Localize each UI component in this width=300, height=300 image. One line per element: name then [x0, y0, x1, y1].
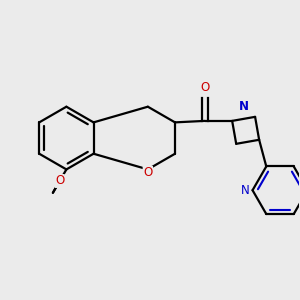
Text: O: O	[143, 167, 152, 179]
Text: N: N	[241, 184, 250, 197]
Text: O: O	[55, 175, 64, 188]
Text: N: N	[238, 100, 249, 113]
Text: O: O	[200, 81, 209, 94]
